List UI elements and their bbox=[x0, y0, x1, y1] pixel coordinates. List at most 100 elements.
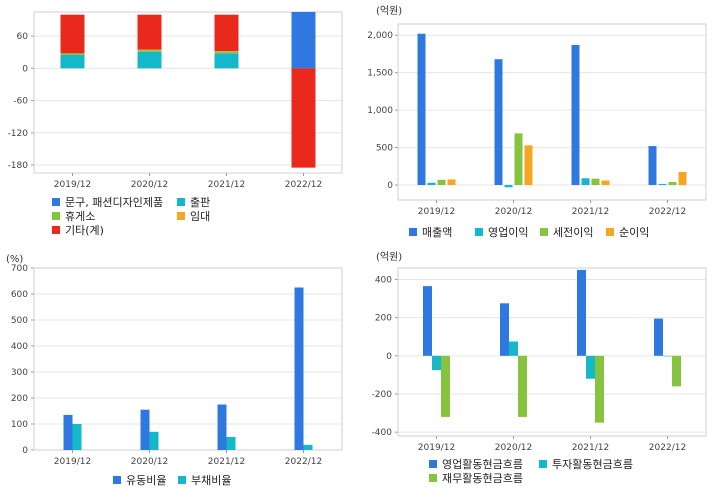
legend-label: 출판 bbox=[190, 196, 210, 209]
y-tick-label: 2,000 bbox=[367, 31, 393, 41]
x-tick-label: 2019/12 bbox=[418, 207, 455, 217]
bar-2-3 bbox=[586, 355, 595, 379]
y-tick-label: 600 bbox=[11, 290, 28, 300]
y-tick-label: 400 bbox=[375, 275, 392, 285]
legend-label: 문구, 패션디자인제품 bbox=[65, 196, 163, 209]
x-tick-label: 2022/12 bbox=[649, 443, 686, 453]
bar-1-4 bbox=[291, 12, 316, 69]
y-tick-label: 60 bbox=[17, 32, 29, 42]
bar-5-4 bbox=[291, 68, 316, 168]
chart-3: 700 600 500 400 300 200 100 0 2019/12 2020/12 2021… bbox=[6, 254, 343, 487]
x-tick-label: 2021/12 bbox=[208, 457, 245, 467]
bar-3-2 bbox=[518, 355, 527, 417]
legend-label: 유동비율 bbox=[126, 474, 166, 487]
bar-4-2 bbox=[137, 49, 162, 51]
plot-frame bbox=[33, 11, 343, 174]
y-tick-label: 200 bbox=[11, 394, 28, 404]
bar-2-2 bbox=[509, 341, 518, 356]
legend-swatch bbox=[177, 212, 185, 220]
bar-2-2 bbox=[504, 185, 513, 188]
x-tick-label: 2021/12 bbox=[208, 180, 245, 190]
x-tick-label: 2019/12 bbox=[54, 457, 91, 467]
bar-3-3 bbox=[214, 51, 239, 54]
legend-label: 투자활동현금흐름 bbox=[552, 457, 633, 471]
legend-swatch bbox=[429, 474, 437, 482]
y-tick-label: -60 bbox=[13, 97, 28, 107]
bar-3-1 bbox=[437, 179, 446, 186]
x-tick-label: 2021/12 bbox=[572, 443, 609, 453]
bar-2-2 bbox=[137, 51, 162, 69]
legend-label: 부채비율 bbox=[191, 474, 231, 487]
bar-2-1 bbox=[427, 182, 436, 186]
y-tick-label: 100 bbox=[11, 420, 28, 430]
y-tick-label: 0 bbox=[22, 64, 28, 74]
bar-5-2 bbox=[137, 14, 162, 50]
y-tick-label: 1,000 bbox=[367, 106, 393, 116]
plot-frame bbox=[397, 23, 707, 201]
y-tick-label: 500 bbox=[376, 144, 393, 154]
x-tick-label: 2019/12 bbox=[54, 180, 91, 190]
bar-1-3 bbox=[571, 44, 580, 186]
chart-4: 400 200 0 -200 -400 2019/12 2020/12 2021/12 2022… bbox=[372, 251, 707, 485]
x-tick-label: 2020/12 bbox=[495, 207, 532, 217]
plot-frame bbox=[397, 267, 707, 437]
bar-2-1 bbox=[60, 54, 85, 69]
y-tick-label: -180 bbox=[8, 161, 29, 171]
bar-3-1 bbox=[60, 53, 85, 55]
y-tick-label: 200 bbox=[375, 314, 392, 324]
bar-1-2 bbox=[494, 59, 503, 186]
legend-swatch bbox=[178, 476, 186, 484]
chart-1: 60 0 -60 -120 -180 2019/12 2020/12 2021/12 2022/… bbox=[8, 11, 343, 237]
x-tick-label: 2022/12 bbox=[285, 457, 322, 467]
bar-5-1 bbox=[60, 14, 85, 54]
bar-2-3 bbox=[226, 437, 236, 450]
bar-4-2 bbox=[524, 145, 533, 186]
bar-1-4 bbox=[654, 318, 663, 356]
bar-1-2 bbox=[500, 303, 509, 356]
bar-2-2 bbox=[149, 431, 159, 450]
bar-3-3 bbox=[591, 178, 600, 186]
bar-2-3 bbox=[581, 178, 590, 186]
bar-3-4 bbox=[672, 355, 681, 387]
legend-label: 순이익 bbox=[619, 226, 649, 239]
bar-1-1 bbox=[63, 414, 73, 450]
bar-2-3 bbox=[214, 53, 239, 69]
bar-5-3 bbox=[214, 14, 239, 52]
legend-label: 영업이익 bbox=[488, 226, 528, 239]
bar-4-3 bbox=[601, 180, 610, 186]
legend-swatch bbox=[409, 228, 417, 236]
legend-label: 세전이익 bbox=[553, 226, 593, 239]
legend-swatch bbox=[52, 198, 60, 206]
legend-swatch bbox=[177, 198, 185, 206]
bar-3-1 bbox=[441, 355, 450, 417]
bar-3-2 bbox=[137, 50, 162, 52]
bar-3-3 bbox=[595, 355, 604, 423]
y-tick-label: 0 bbox=[22, 446, 28, 456]
bar-1-4 bbox=[294, 287, 304, 450]
chart-2: 2,000 1,500 1,000 500 0 2019/12 2020/12 2021/12… bbox=[367, 5, 707, 239]
legend-swatch bbox=[540, 228, 548, 236]
y-tick-label: 400 bbox=[11, 342, 28, 352]
y-tick-label: -120 bbox=[8, 129, 29, 139]
bar-4-1 bbox=[447, 179, 456, 186]
y-tick-label: -400 bbox=[372, 428, 393, 438]
bar-1-4 bbox=[648, 146, 657, 186]
bar-1-1 bbox=[423, 286, 432, 356]
y-tick-label: 500 bbox=[11, 316, 28, 326]
bar-1-2 bbox=[140, 409, 150, 450]
y-tick-label: 0 bbox=[387, 181, 393, 191]
legend-label: 영업활동현금흐름 bbox=[442, 457, 523, 471]
x-tick-label: 2019/12 bbox=[418, 443, 455, 453]
legend-swatch bbox=[52, 226, 60, 234]
bar-2-4 bbox=[303, 444, 313, 450]
legend-label: 휴게소 bbox=[65, 210, 95, 223]
legend-swatch bbox=[606, 228, 614, 236]
x-tick-label: 2022/12 bbox=[285, 180, 322, 190]
bar-3-4 bbox=[668, 182, 677, 186]
unit-label: (%) bbox=[6, 254, 23, 265]
bar-2-1 bbox=[432, 355, 441, 371]
unit-label: (억원) bbox=[376, 251, 402, 263]
bar-2-1 bbox=[72, 424, 82, 450]
bar-2-4 bbox=[658, 183, 667, 186]
